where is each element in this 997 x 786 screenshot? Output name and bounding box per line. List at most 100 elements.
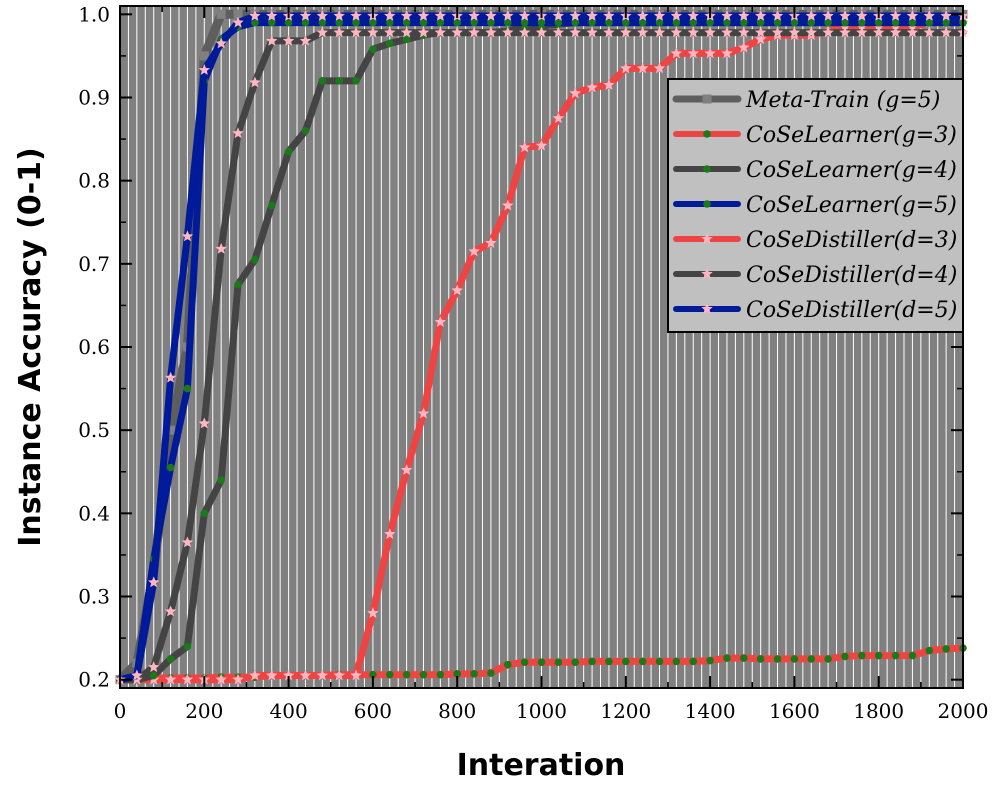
star-marker [755, 33, 767, 45]
series-5 [114, 26, 969, 685]
x-axis-title: Interation [457, 748, 626, 783]
star-marker [451, 284, 463, 296]
star-marker [569, 10, 581, 21]
x-tick-label: 400 [270, 699, 308, 723]
star-marker [856, 26, 868, 38]
square-marker [702, 94, 712, 104]
circle-marker [706, 656, 714, 665]
circle-marker [588, 657, 596, 666]
star-marker [653, 26, 666, 38]
star-marker [889, 10, 902, 21]
star-marker [603, 10, 615, 21]
y-tick-label: 0.2 [78, 668, 110, 692]
star-marker [434, 26, 446, 38]
circle-marker [655, 18, 664, 27]
star-marker [232, 673, 244, 685]
circle-marker [824, 655, 832, 663]
legend: Meta-Train (g=5) CoSeLearner(g=3) CoSeLear… [667, 78, 964, 333]
star-marker [873, 26, 885, 38]
star-marker [923, 26, 935, 38]
star-marker [687, 26, 699, 38]
star-marker [839, 26, 851, 38]
circle-marker [588, 18, 596, 27]
circle-marker [858, 651, 866, 660]
star-marker [637, 62, 649, 74]
circle-marker [251, 18, 259, 27]
circle-marker [487, 18, 495, 27]
star-marker [569, 87, 581, 99]
star-marker [670, 10, 683, 21]
circle-marker [149, 671, 158, 680]
circle-marker [301, 126, 310, 135]
star-marker [417, 10, 430, 21]
circle-marker [453, 18, 462, 27]
circle-marker [841, 652, 849, 661]
legend-item: CoSeDistiller(d=5) [673, 298, 957, 323]
circle-marker [318, 77, 327, 85]
circle-marker [841, 18, 849, 27]
star-marker [384, 528, 396, 539]
circle-marker [571, 18, 580, 27]
circle-marker [689, 18, 698, 27]
circle-marker [858, 18, 866, 27]
legend-label: Meta-Train (g=5) [745, 88, 940, 113]
y-tick-label: 0.6 [78, 335, 110, 359]
star-marker [637, 10, 649, 21]
circle-marker [183, 642, 192, 651]
circle-marker [503, 660, 512, 669]
star-marker [552, 112, 565, 124]
star-marker [384, 26, 396, 38]
y-tick-label: 0.3 [78, 585, 110, 609]
square-marker [233, 9, 243, 19]
star-marker [687, 10, 699, 21]
star-marker [771, 26, 784, 38]
star-marker [701, 233, 713, 244]
x-tick-label: 1600 [769, 699, 820, 723]
y-tick-label: 1.0 [78, 2, 110, 26]
legend-label: CoSeLearner(g=4) [746, 158, 957, 183]
star-marker [586, 81, 598, 93]
star-marker [603, 79, 615, 90]
circle-marker [723, 654, 731, 662]
circle-marker [537, 18, 546, 27]
circle-marker [402, 670, 411, 679]
star-marker [468, 26, 480, 38]
star-marker [181, 536, 194, 548]
circle-marker [301, 18, 310, 27]
circle-marker [251, 255, 259, 264]
star-marker [350, 669, 362, 681]
circle-marker [942, 18, 950, 27]
star-marker [637, 26, 649, 38]
star-marker [586, 10, 598, 21]
star-marker [940, 26, 952, 38]
star-marker [367, 26, 379, 38]
star-marker [906, 10, 919, 21]
star-marker [350, 10, 362, 21]
circle-marker [335, 18, 343, 27]
star-marker [249, 76, 261, 88]
star-marker [502, 199, 514, 211]
circle-marker [419, 18, 428, 27]
legend-item: Meta-Train (g=5) [672, 88, 940, 113]
star-marker [721, 26, 733, 38]
star-marker [670, 47, 683, 59]
star-marker [485, 26, 497, 38]
x-tick-label: 1800 [853, 699, 904, 723]
star-marker [434, 316, 446, 327]
star-marker [738, 41, 750, 53]
x-tick-label: 1200 [600, 699, 651, 723]
star-marker [367, 607, 379, 618]
circle-marker [756, 655, 765, 663]
star-marker [417, 407, 430, 419]
circle-marker [487, 669, 495, 677]
circle-marker [453, 670, 462, 678]
star-marker [198, 417, 210, 429]
star-marker [721, 47, 733, 59]
square-marker [166, 425, 176, 435]
circle-marker [402, 18, 411, 27]
y-axis-title: Instance Accuracy (0-1) [13, 147, 48, 546]
star-marker [518, 26, 531, 38]
star-marker [518, 141, 531, 153]
circle-marker [369, 45, 377, 54]
star-marker [384, 10, 396, 21]
